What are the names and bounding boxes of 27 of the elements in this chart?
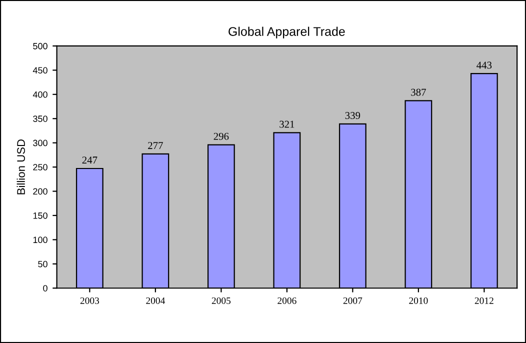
y-tick-label: 250 [33,164,48,170]
y-tick-label: 500 [33,42,48,50]
y-tick-label: 450 [32,67,48,74]
y-tick-label: 150 [33,212,48,219]
y-tick-label: 50 [38,260,48,268]
data-label: 277 [148,142,163,149]
data-label: 296 [214,132,229,140]
y-tick-label: 200 [33,188,48,195]
data-label: 387 [411,88,426,96]
x-tick-label: 2003 [80,297,100,304]
y-tick-label: 300 [33,140,48,146]
data-label: 321 [280,120,294,128]
y-tick-label: 0 [43,285,48,292]
x-tick-label: 2012 [474,297,494,304]
y-tick-label: 100 [33,236,48,244]
y-tick-label: 350 [33,116,48,122]
x-tick-label: 2010 [409,297,428,304]
y-axis-title: Billion USD [16,139,25,194]
x-tick-label: 2005 [212,297,231,304]
data-label: 339 [345,112,360,120]
x-tick-label: 2007 [343,297,362,304]
x-tick-label: 2004 [146,297,166,304]
data-label: 247 [82,156,98,164]
y-tick-label: 400 [32,91,48,98]
data-label: 443 [476,62,492,69]
x-tick-label: 2006 [278,297,296,304]
chart-title: Global Apparel Trade [228,26,345,38]
